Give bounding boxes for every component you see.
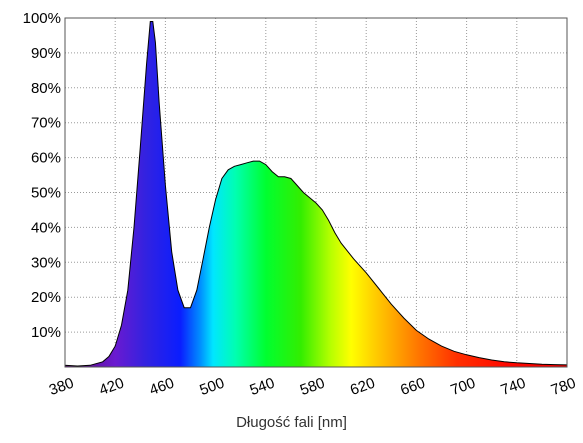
x-tick-label: 420 <box>97 375 126 400</box>
plot-border <box>64 17 568 368</box>
y-tick-label: 80% <box>31 80 61 97</box>
x-tick-label: 460 <box>147 375 176 400</box>
x-tick-label: 580 <box>298 375 327 400</box>
x-tick-label: 780 <box>549 375 578 400</box>
y-axis: 10% 20% 30% 40% 50% 60% 70% 80% 90% 100% <box>23 10 61 341</box>
y-tick-label: 10% <box>31 324 61 341</box>
y-tick-label: 40% <box>31 219 61 236</box>
x-tick-label: 740 <box>499 375 528 400</box>
x-tick-label: 700 <box>448 375 477 400</box>
x-tick-label: 620 <box>348 375 377 400</box>
y-tick-label: 100% <box>23 10 61 27</box>
x-tick-label: 500 <box>197 375 226 400</box>
y-tick-label: 50% <box>31 185 61 202</box>
x-tick-label: 660 <box>398 375 427 400</box>
x-tick-label: 540 <box>248 375 277 400</box>
x-axis-label: Długość fali [nm] <box>236 414 347 431</box>
y-tick-label: 30% <box>31 254 61 271</box>
x-tick-label: 380 <box>47 375 76 400</box>
y-tick-label: 90% <box>31 45 61 62</box>
spectrum-area <box>64 21 568 368</box>
y-tick-label: 20% <box>31 289 61 306</box>
y-tick-label: 70% <box>31 115 61 132</box>
x-axis: 380 420 460 500 540 580 620 660 700 740 780 <box>47 375 578 400</box>
y-tick-label: 60% <box>31 150 61 167</box>
